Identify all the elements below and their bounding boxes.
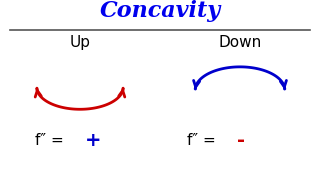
Text: Down: Down [218,35,262,50]
Text: f″ =: f″ = [187,133,221,148]
Text: +: + [85,131,101,150]
Text: -: - [237,131,245,150]
Text: Concavity: Concavity [100,0,220,22]
Text: Up: Up [69,35,91,50]
Text: f″ =: f″ = [35,133,69,148]
